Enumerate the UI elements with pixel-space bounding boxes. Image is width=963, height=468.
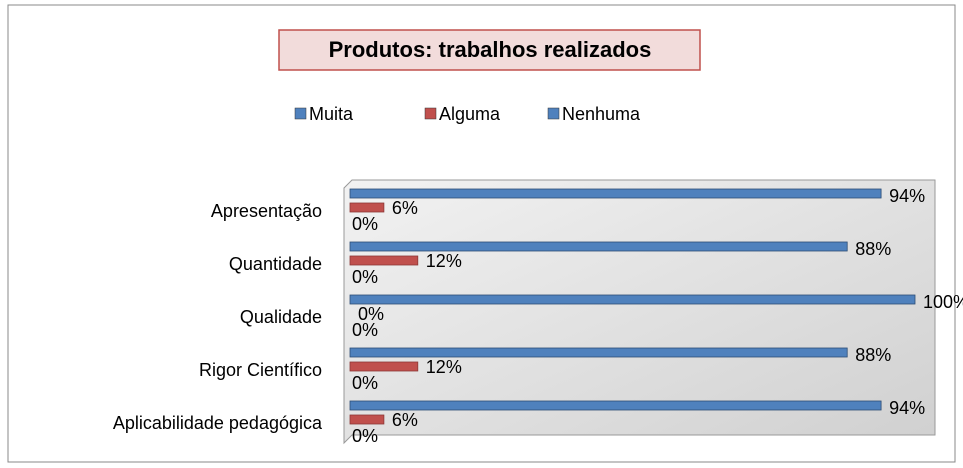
data-label: 0% (352, 267, 378, 287)
data-label: 94% (889, 398, 925, 418)
data-label: 0% (358, 304, 384, 324)
data-label: 12% (426, 357, 462, 377)
legend-label: Nenhuma (562, 104, 641, 124)
y-tick-label: Rigor Científico (199, 360, 322, 380)
data-label: 88% (855, 239, 891, 259)
data-label: 6% (392, 410, 418, 430)
legend-label: Alguma (439, 104, 501, 124)
y-tick-label: Quantidade (229, 254, 322, 274)
bar (349, 414, 385, 425)
data-label: 0% (352, 214, 378, 234)
legend-label: Muita (309, 104, 354, 124)
bar (349, 361, 419, 372)
legend-swatch (547, 107, 560, 120)
data-label: 12% (426, 251, 462, 271)
legend-swatch (294, 107, 307, 120)
data-label: 100% (923, 292, 963, 312)
bar (349, 294, 916, 305)
bar (349, 202, 385, 213)
bar (349, 188, 882, 199)
y-tick-label: Apresentação (211, 201, 322, 221)
data-label: 0% (352, 320, 378, 340)
title-box (278, 29, 701, 71)
bar (349, 255, 419, 266)
bar (349, 400, 882, 411)
bar (349, 241, 848, 252)
data-label: 94% (889, 186, 925, 206)
data-label: 88% (855, 345, 891, 365)
legend-swatch (424, 107, 437, 120)
bar (349, 347, 848, 358)
data-label: 6% (392, 198, 418, 218)
chart-title: Produtos: trabalhos realizados (329, 37, 652, 62)
y-tick-label: Qualidade (240, 307, 322, 327)
y-tick-label: Aplicabilidade pedagógica (113, 413, 323, 433)
data-label: 0% (352, 373, 378, 393)
data-label: 0% (352, 426, 378, 446)
